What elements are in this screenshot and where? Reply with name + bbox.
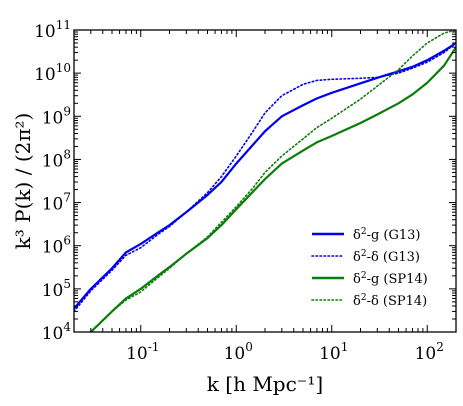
x-tick-label: 100 bbox=[224, 340, 253, 364]
y-axis-title: k³ P(k) / (2π²) bbox=[11, 113, 35, 250]
y-tick-label: 104 bbox=[42, 320, 72, 344]
series-line-4 bbox=[89, 30, 456, 332]
y-tick-label: 105 bbox=[42, 277, 71, 301]
x-axis-title: k [h Mpc⁻¹] bbox=[207, 372, 323, 396]
y-tick-label: 106 bbox=[42, 234, 71, 258]
x-tick-label: 10-1 bbox=[126, 340, 159, 364]
series-line-3 bbox=[89, 46, 456, 332]
y-tick-label: 1011 bbox=[34, 18, 71, 42]
x-tick-label: 102 bbox=[415, 340, 444, 364]
legend-label-2: δ2-δ (G13) bbox=[353, 249, 420, 265]
x-tick-label: 101 bbox=[319, 340, 348, 364]
series-line-1 bbox=[74, 41, 456, 310]
plot-area bbox=[73, 29, 457, 333]
legend-label-4: δ2-δ (SP14) bbox=[353, 293, 427, 309]
y-tick-label: 109 bbox=[42, 104, 71, 128]
legend-label-1: δ2-g (G13) bbox=[353, 227, 420, 243]
x-tick-labels: 10-1 100 101 102 bbox=[126, 340, 444, 364]
y-tick-label: 1010 bbox=[34, 61, 71, 85]
series-layer bbox=[74, 30, 456, 332]
y-tick-labels: 104 105 106 107 108 109 1010 1011 bbox=[34, 18, 71, 344]
legend-label-3: δ2-g (SP14) bbox=[353, 271, 428, 287]
series-line-2 bbox=[74, 42, 456, 313]
tick-marks bbox=[73, 29, 457, 333]
y-tick-label: 108 bbox=[42, 147, 71, 171]
y-tick-label: 107 bbox=[42, 191, 71, 215]
legend: δ2-g (G13) δ2-δ (G13) δ2-g (SP14) δ2-δ (SP1… bbox=[311, 227, 428, 309]
